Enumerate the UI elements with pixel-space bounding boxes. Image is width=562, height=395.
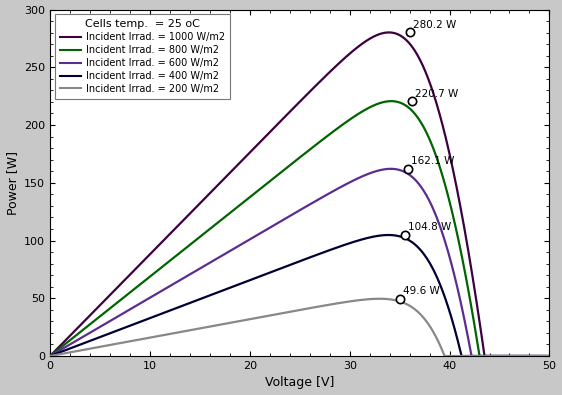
Incident Irrad. = 400 W/m2 xyxy=(47,354,53,358)
Incident Irrad. = 400 W/m2 xyxy=(532,354,538,358)
Incident Irrad. = 600 W/m2 xyxy=(532,354,538,358)
Incident Irrad. = 400 W/m2 xyxy=(72,344,79,349)
Incident Irrad. = 600 W/m2 xyxy=(532,354,538,358)
Legend: Incident Irrad. = 1000 W/m2, Incident Irrad. = 800 W/m2, Incident Irrad. = 600 W: Incident Irrad. = 1000 W/m2, Incident Ir… xyxy=(55,14,230,99)
Incident Irrad. = 600 W/m2 xyxy=(289,212,296,216)
Incident Irrad. = 200 W/m2 xyxy=(47,354,53,358)
Incident Irrad. = 200 W/m2 xyxy=(289,309,296,314)
Incident Irrad. = 800 W/m2 xyxy=(289,160,296,165)
Incident Irrad. = 400 W/m2 xyxy=(532,354,538,358)
Line: Incident Irrad. = 1000 W/m2: Incident Irrad. = 1000 W/m2 xyxy=(50,32,550,356)
Text: 104.8 W: 104.8 W xyxy=(407,222,451,232)
Incident Irrad. = 600 W/m2 xyxy=(277,220,283,224)
Incident Irrad. = 600 W/m2 xyxy=(387,166,394,171)
Incident Irrad. = 400 W/m2 xyxy=(546,354,553,358)
Incident Irrad. = 600 W/m2 xyxy=(440,234,447,239)
Text: 220.7 W: 220.7 W xyxy=(415,88,458,98)
Incident Irrad. = 200 W/m2 xyxy=(532,354,538,358)
Text: 162.1 W: 162.1 W xyxy=(411,156,454,166)
Incident Irrad. = 200 W/m2 xyxy=(440,351,447,356)
Incident Irrad. = 1000 W/m2 xyxy=(440,126,447,131)
Line: Incident Irrad. = 800 W/m2: Incident Irrad. = 800 W/m2 xyxy=(50,101,550,356)
Incident Irrad. = 1000 W/m2 xyxy=(386,30,392,35)
Incident Irrad. = 800 W/m2 xyxy=(532,354,538,358)
Line: Incident Irrad. = 200 W/m2: Incident Irrad. = 200 W/m2 xyxy=(50,299,550,356)
Incident Irrad. = 200 W/m2 xyxy=(546,354,553,358)
Incident Irrad. = 1000 W/m2 xyxy=(277,120,283,124)
Text: 280.2 W: 280.2 W xyxy=(413,20,456,30)
Incident Irrad. = 800 W/m2 xyxy=(72,333,79,338)
Incident Irrad. = 200 W/m2 xyxy=(72,349,79,354)
Incident Irrad. = 800 W/m2 xyxy=(532,354,538,358)
Incident Irrad. = 200 W/m2 xyxy=(376,296,383,301)
Incident Irrad. = 1000 W/m2 xyxy=(47,354,53,358)
Incident Irrad. = 1000 W/m2 xyxy=(532,354,538,358)
Incident Irrad. = 600 W/m2 xyxy=(546,354,553,358)
Incident Irrad. = 400 W/m2 xyxy=(385,233,392,237)
Incident Irrad. = 400 W/m2 xyxy=(440,291,447,296)
Incident Irrad. = 1000 W/m2 xyxy=(72,328,79,333)
Incident Irrad. = 800 W/m2 xyxy=(388,99,395,103)
Line: Incident Irrad. = 400 W/m2: Incident Irrad. = 400 W/m2 xyxy=(50,235,550,356)
Incident Irrad. = 1000 W/m2 xyxy=(532,354,538,358)
Incident Irrad. = 400 W/m2 xyxy=(289,261,296,266)
Incident Irrad. = 200 W/m2 xyxy=(277,311,283,316)
Incident Irrad. = 800 W/m2 xyxy=(47,354,53,358)
Y-axis label: Power [W]: Power [W] xyxy=(6,151,19,215)
Incident Irrad. = 200 W/m2 xyxy=(532,354,538,358)
X-axis label: Voltage [V]: Voltage [V] xyxy=(265,376,334,389)
Incident Irrad. = 400 W/m2 xyxy=(277,266,283,271)
Text: 49.6 W: 49.6 W xyxy=(402,286,439,296)
Incident Irrad. = 800 W/m2 xyxy=(440,177,447,182)
Line: Incident Irrad. = 600 W/m2: Incident Irrad. = 600 W/m2 xyxy=(50,169,550,356)
Incident Irrad. = 600 W/m2 xyxy=(47,354,53,358)
Incident Irrad. = 600 W/m2 xyxy=(72,339,79,344)
Incident Irrad. = 800 W/m2 xyxy=(546,354,553,358)
Incident Irrad. = 800 W/m2 xyxy=(277,171,283,176)
Incident Irrad. = 1000 W/m2 xyxy=(289,106,296,111)
Incident Irrad. = 1000 W/m2 xyxy=(546,354,553,358)
